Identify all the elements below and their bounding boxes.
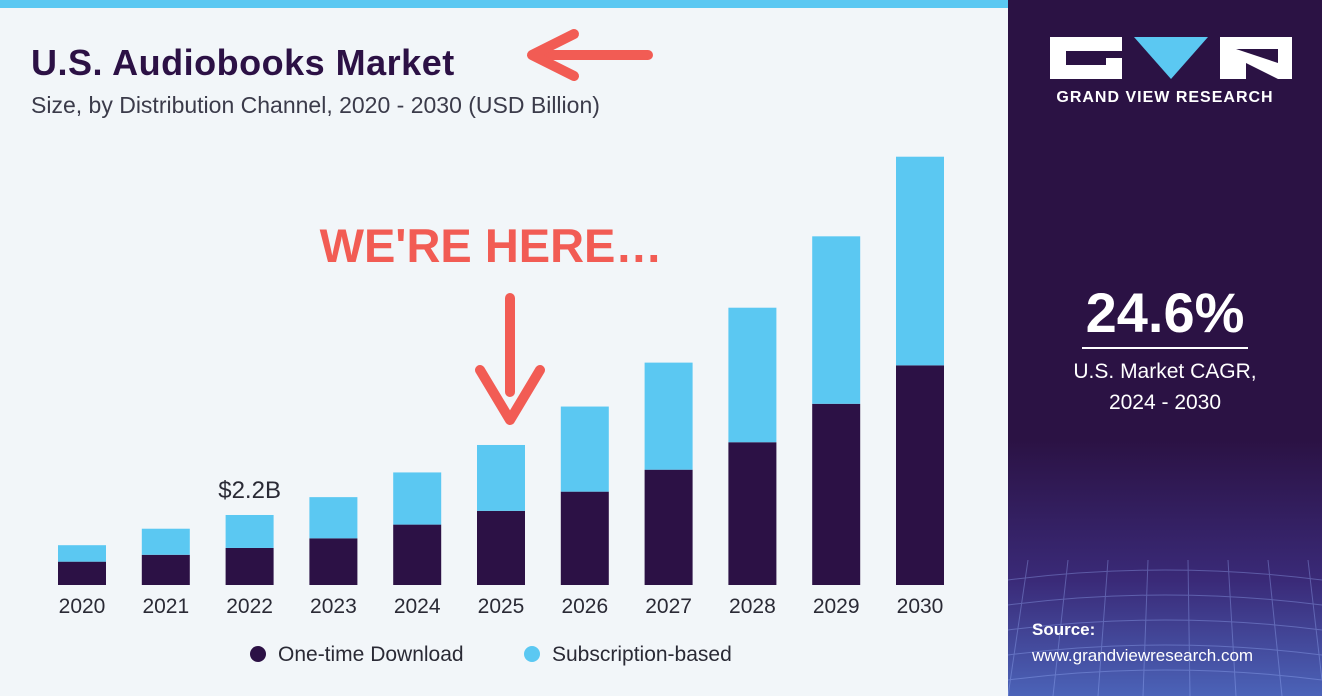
annotation-text: WE'RE HERE…: [320, 219, 663, 272]
grand-view-research-logo: [1050, 37, 1292, 79]
brand-sidebar: GRAND VIEW RESEARCH 24.6% U.S. Market CA…: [1008, 0, 1322, 696]
chart-title: U.S. Audiobooks Market: [31, 42, 455, 83]
x-tick-label: 2020: [59, 595, 106, 618]
bar-download-2026: [560, 491, 609, 585]
x-tick-label: 2023: [310, 595, 357, 618]
x-tick-label: 2027: [645, 595, 692, 618]
bar-download-2024: [393, 524, 442, 585]
source-label: Source:: [1032, 620, 1096, 639]
bar-subscription-2025: [477, 444, 525, 511]
x-tick-label: 2026: [561, 595, 608, 618]
bar-subscription-2028: [728, 307, 777, 443]
bar-download-2022: [225, 547, 274, 585]
x-tick-label: 2028: [729, 595, 776, 618]
decorative-grid: [1008, 560, 1322, 696]
bar-download-2020: [58, 561, 106, 585]
bar-subscription-2022: [225, 514, 274, 548]
annotation-arrow-head: [475, 365, 545, 425]
bar-subscription-2021: [141, 528, 190, 555]
bar-subscription-2026: [560, 406, 609, 492]
bar-download-2027: [644, 469, 693, 585]
bar-subscription-2027: [644, 362, 693, 470]
cagr-label: U.S. Market CAGR, 2024 - 2030: [1073, 360, 1257, 414]
bar-subscription-2029: [812, 236, 861, 404]
legend-marker: [250, 646, 266, 662]
chart-subtitle: Size, by Distribution Channel, 2020 - 20…: [31, 92, 600, 118]
x-tick-label: 2030: [897, 595, 944, 618]
bar-subscription-2020: [58, 545, 106, 562]
x-tick-label: 2021: [142, 595, 189, 618]
bar-subscription-2023: [309, 497, 358, 539]
data-label: $2.2B: [218, 477, 281, 504]
bar-download-2029: [812, 403, 861, 585]
bar-subscription-2030: [896, 156, 944, 366]
x-tick-label: 2025: [478, 595, 525, 618]
bar-download-2030: [896, 365, 944, 585]
cagr-value: 24.6%: [1085, 281, 1245, 344]
title-arrow-head: [527, 29, 579, 81]
bar-download-2023: [309, 538, 358, 585]
bar-download-2021: [141, 554, 190, 585]
bar-download-2028: [728, 442, 777, 585]
legend-marker: [524, 646, 540, 662]
legend-label: Subscription-based: [552, 643, 732, 666]
source-link[interactable]: www.grandviewresearch.com: [1032, 646, 1254, 665]
bar-download-2025: [477, 510, 525, 585]
cagr-divider: [1082, 347, 1248, 349]
x-tick-label: 2029: [813, 595, 860, 618]
chart-canvas: 2020 2021 2022 $2.2B 2023 2024 2025 2026 2027 202…: [58, 29, 944, 666]
x-tick-label: 2024: [394, 595, 441, 618]
legend-label: One-time Download: [278, 643, 464, 666]
brand-name: GRAND VIEW RESEARCH: [1056, 89, 1274, 106]
sidebar-gradient: [1008, 440, 1322, 696]
bar-subscription-2024: [393, 472, 442, 525]
x-tick-label: 2022: [226, 595, 273, 618]
